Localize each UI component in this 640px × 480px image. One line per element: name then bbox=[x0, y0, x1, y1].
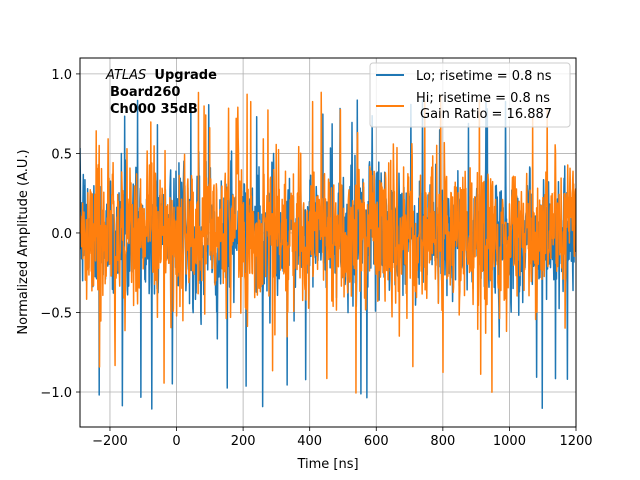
x-tick-label: 1000 bbox=[493, 434, 526, 449]
legend-label-gain-ratio: Gain Ratio = 16.887 bbox=[420, 107, 552, 122]
y-tick-label: −1.0 bbox=[40, 386, 72, 401]
y-axis-title: Normalized Amplitude (A.U.) bbox=[16, 149, 31, 334]
annotation-experiment: ATLAS Upgrade bbox=[105, 68, 217, 83]
legend: Lo; risetime = 0.8 ns Hi; risetime = 0.8… bbox=[369, 62, 571, 128]
legend-box bbox=[369, 62, 571, 128]
y-tick-label: 1.0 bbox=[51, 68, 72, 83]
annotation-board: Board260 bbox=[110, 85, 180, 100]
y-tick-label: −0.5 bbox=[40, 306, 72, 321]
legend-label-lo: Lo; risetime = 0.8 ns bbox=[416, 69, 552, 84]
x-tick-label: −200 bbox=[92, 434, 128, 449]
x-tick-label: 0 bbox=[172, 434, 180, 449]
x-tick-label: 800 bbox=[430, 434, 455, 449]
annotation-upgrade: Upgrade bbox=[154, 68, 217, 83]
y-tick-label: 0.0 bbox=[51, 227, 72, 242]
annotation-atlas: ATLAS bbox=[105, 68, 146, 83]
x-tick-label: 200 bbox=[231, 434, 256, 449]
series-layer bbox=[80, 91, 576, 410]
series-line-hi bbox=[80, 91, 576, 394]
x-axis: −200 0 200 400 600 800 1000 1200 bbox=[92, 427, 593, 449]
x-tick-label: 1200 bbox=[559, 434, 592, 449]
x-tick-label: 600 bbox=[364, 434, 389, 449]
x-tick-label: 400 bbox=[297, 434, 322, 449]
annotation-channel: Ch000 35dB bbox=[110, 102, 198, 117]
plot-frame bbox=[79, 57, 577, 428]
y-tick-label: 0.5 bbox=[51, 147, 72, 162]
legend-label-hi: Hi; risetime = 0.8 ns bbox=[416, 91, 550, 106]
x-axis-title: Time [ns] bbox=[296, 457, 358, 472]
y-axis: −1.0 −0.5 0.0 0.5 1.0 bbox=[40, 68, 80, 401]
annotation-block: ATLAS Upgrade Board260 Ch000 35dB bbox=[105, 68, 217, 117]
